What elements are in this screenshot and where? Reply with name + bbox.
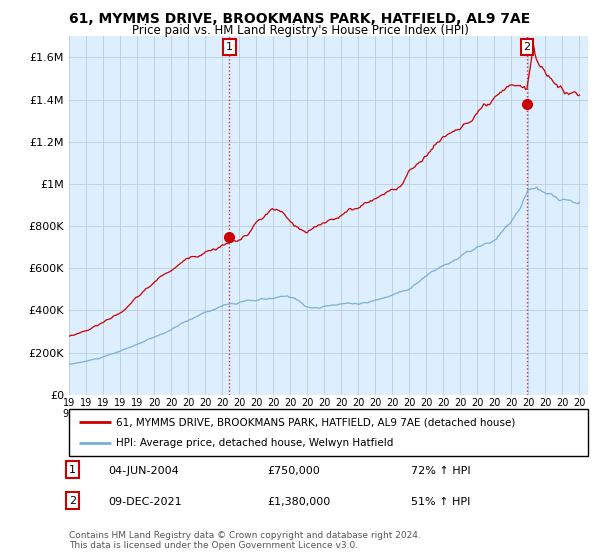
Text: Price paid vs. HM Land Registry's House Price Index (HPI): Price paid vs. HM Land Registry's House … [131,24,469,36]
Text: 51% ↑ HPI: 51% ↑ HPI [411,497,470,507]
Text: 61, MYMMS DRIVE, BROOKMANS PARK, HATFIELD, AL9 7AE (detached house): 61, MYMMS DRIVE, BROOKMANS PARK, HATFIEL… [116,417,515,427]
Text: 1: 1 [226,42,233,52]
Text: £750,000: £750,000 [267,466,320,477]
Text: HPI: Average price, detached house, Welwyn Hatfield: HPI: Average price, detached house, Welw… [116,438,393,448]
Text: 72% ↑ HPI: 72% ↑ HPI [411,466,470,477]
Text: £1,380,000: £1,380,000 [267,497,330,507]
Text: 04-JUN-2004: 04-JUN-2004 [108,466,179,477]
Text: 2: 2 [69,496,76,506]
Text: 1: 1 [69,465,76,475]
Text: Contains HM Land Registry data © Crown copyright and database right 2024.
This d: Contains HM Land Registry data © Crown c… [69,530,421,550]
Text: 09-DEC-2021: 09-DEC-2021 [108,497,182,507]
Text: 2: 2 [524,42,530,52]
Text: 61, MYMMS DRIVE, BROOKMANS PARK, HATFIELD, AL9 7AE: 61, MYMMS DRIVE, BROOKMANS PARK, HATFIEL… [70,12,530,26]
